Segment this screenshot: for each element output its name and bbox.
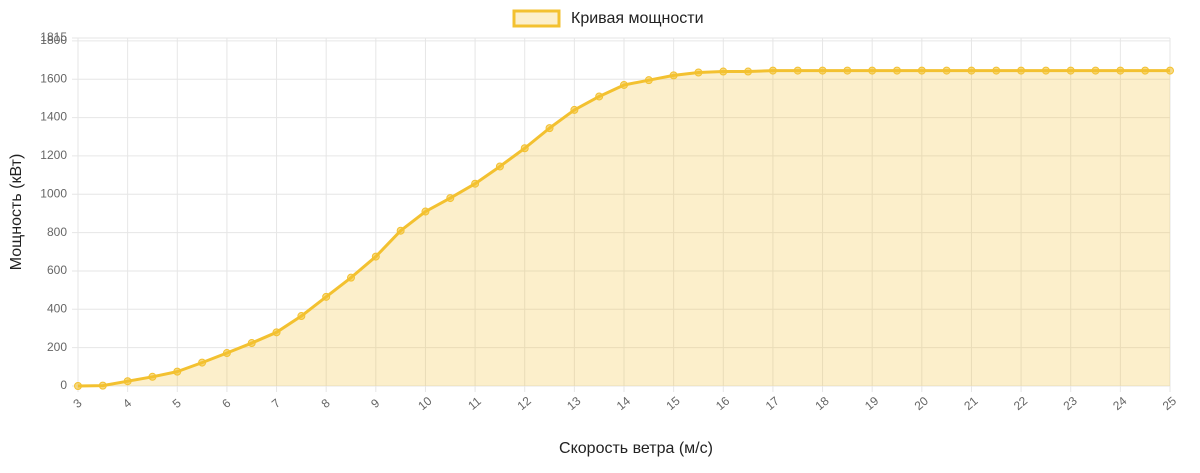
point xyxy=(421,207,430,216)
x-tick-label: 7 xyxy=(269,396,283,411)
y-tick-label: 200 xyxy=(47,340,67,354)
x-tick-label: 19 xyxy=(862,394,881,414)
x-tick-label: 13 xyxy=(564,394,583,414)
point xyxy=(1166,66,1174,75)
point xyxy=(1066,66,1075,75)
y-tick-label: 1000 xyxy=(40,186,67,200)
legend-label: Кривая мощности xyxy=(571,10,704,27)
point xyxy=(768,66,777,75)
point xyxy=(967,66,976,75)
y-tick-label: 1800 xyxy=(40,33,67,47)
point xyxy=(1017,66,1026,75)
area xyxy=(78,70,1170,387)
x-axis-title: Скорость ветра (м/с) xyxy=(559,440,713,457)
point xyxy=(272,328,281,337)
x-tick-label: 25 xyxy=(1160,394,1179,414)
point xyxy=(843,66,852,75)
point xyxy=(322,292,331,301)
y-tick-label: 1600 xyxy=(40,71,67,85)
point xyxy=(570,105,579,114)
point xyxy=(1041,66,1050,75)
point xyxy=(123,377,132,386)
x-tick-label: 10 xyxy=(415,394,434,414)
point xyxy=(1141,66,1150,75)
point xyxy=(98,381,107,390)
point xyxy=(595,92,604,101)
point xyxy=(297,312,306,321)
y-tick-label: 1400 xyxy=(40,110,67,124)
x-tick-label: 5 xyxy=(170,396,184,411)
x-tick-label: 23 xyxy=(1061,394,1080,414)
point xyxy=(893,66,901,75)
x-tick-label: 24 xyxy=(1110,394,1129,414)
point xyxy=(942,66,951,75)
x-tick-label: 3 xyxy=(70,396,84,411)
point xyxy=(793,66,802,75)
y-tick-label: 800 xyxy=(47,225,67,239)
point xyxy=(471,179,480,188)
point xyxy=(917,66,926,75)
point xyxy=(1116,66,1125,75)
legend-swatch xyxy=(512,9,561,28)
point xyxy=(669,71,678,80)
point xyxy=(198,358,207,367)
x-tick-label: 6 xyxy=(219,396,233,411)
point xyxy=(396,226,405,235)
point xyxy=(545,124,554,133)
point xyxy=(992,66,1001,75)
point xyxy=(495,162,504,171)
point xyxy=(247,339,256,348)
x-tick-label: 22 xyxy=(1011,394,1030,414)
point xyxy=(148,372,157,381)
x-tick-label: 11 xyxy=(465,394,484,413)
point xyxy=(173,367,182,376)
y-tick-label: 1815 xyxy=(40,30,67,44)
point xyxy=(818,66,827,75)
x-tick-label: 12 xyxy=(515,394,534,414)
x-tick-label: 16 xyxy=(713,394,732,414)
x-tick-label: 14 xyxy=(614,394,633,414)
y-tick-label: 0 xyxy=(60,378,67,392)
y-tick-label: 400 xyxy=(47,301,67,315)
point xyxy=(222,349,231,358)
point xyxy=(620,80,628,89)
point xyxy=(719,67,728,76)
point xyxy=(371,252,380,261)
point xyxy=(520,144,529,153)
y-axis-title: Мощность (кВт) xyxy=(8,154,25,271)
x-tick-label: 17 xyxy=(763,394,782,414)
x-tick-label: 9 xyxy=(368,396,382,411)
x-tick-label: 18 xyxy=(812,394,831,414)
point xyxy=(74,382,82,390)
point xyxy=(644,76,653,85)
x-tick-label: 4 xyxy=(120,396,134,411)
y-tick-label: 1200 xyxy=(40,148,67,162)
point xyxy=(744,67,753,76)
x-tick-label: 21 xyxy=(961,394,980,414)
point xyxy=(694,68,703,77)
point xyxy=(1091,66,1100,75)
x-tick-label: 15 xyxy=(663,394,682,414)
point xyxy=(868,66,877,75)
x-tick-label: 8 xyxy=(319,396,333,411)
x-tick-label: 20 xyxy=(912,394,931,414)
point xyxy=(347,273,355,282)
point xyxy=(446,194,455,203)
y-tick-label: 600 xyxy=(47,263,67,277)
